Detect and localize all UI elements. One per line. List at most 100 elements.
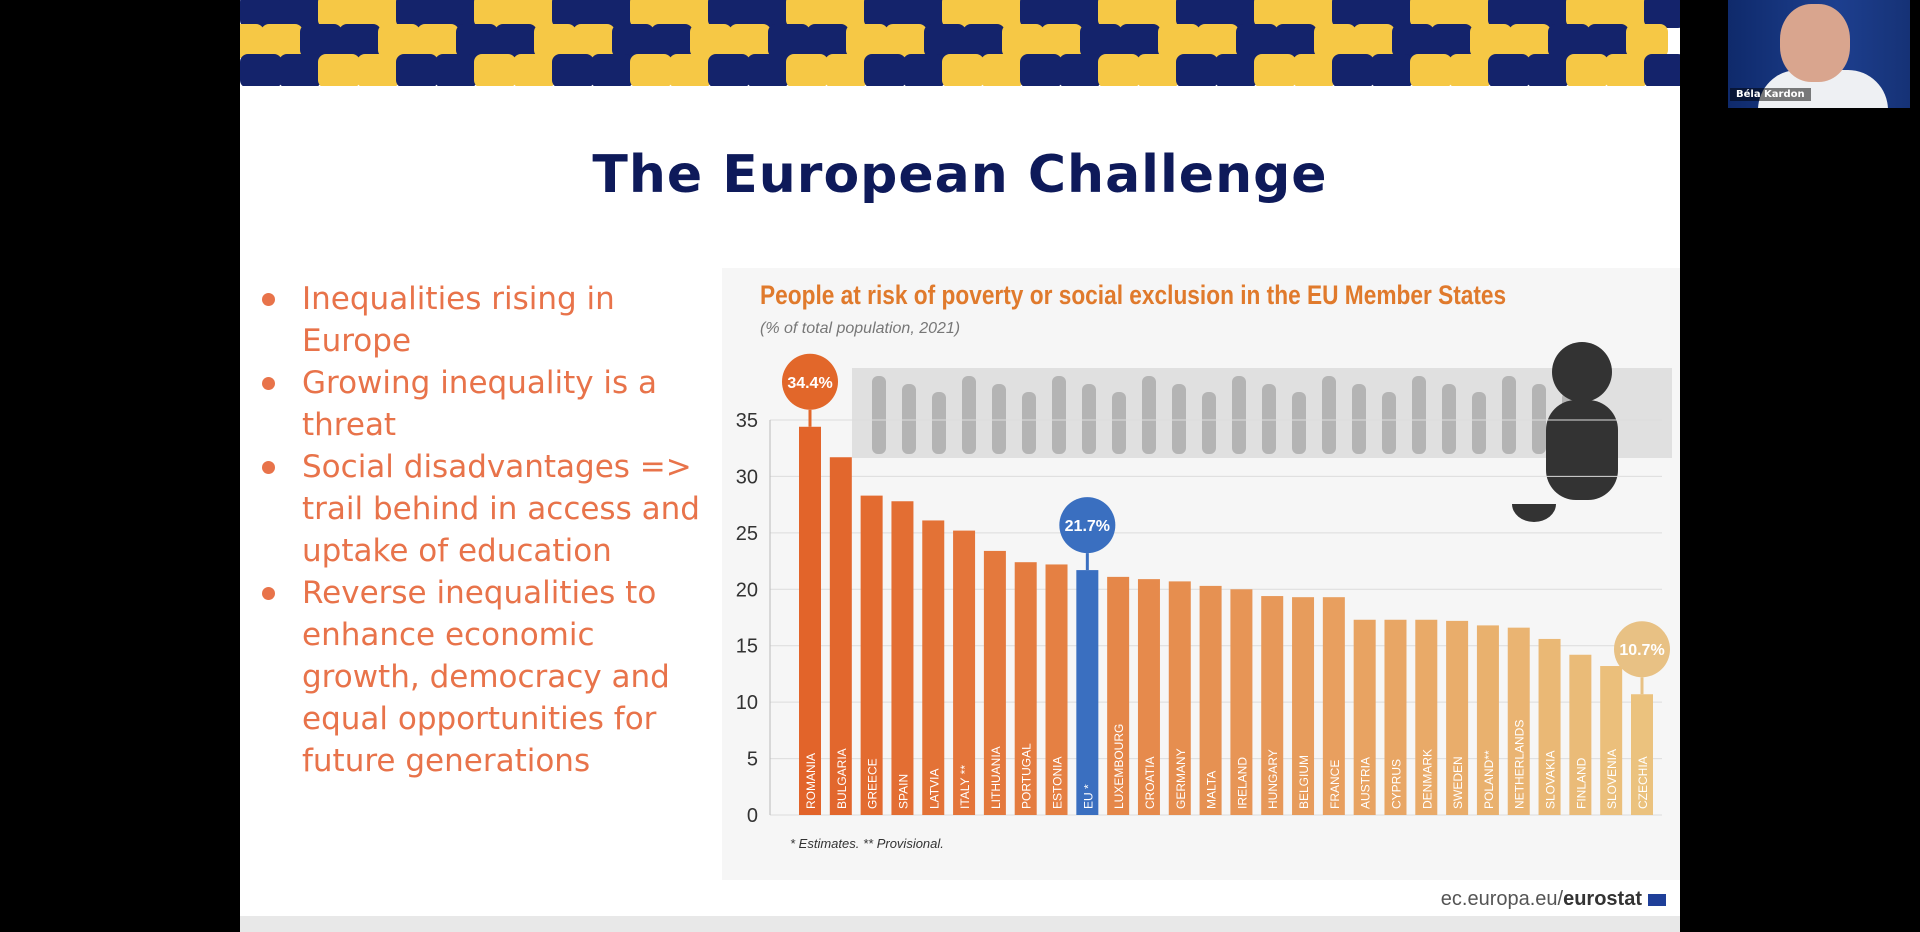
person-silhouette-icon [1412,376,1426,454]
puzzle-piece [591,54,633,86]
y-tick-label: 15 [736,636,758,658]
bar [1137,579,1160,815]
puzzle-piece [1605,54,1647,86]
bar [1014,562,1037,815]
callout-bubble [782,353,838,410]
puzzle-piece [1371,54,1413,86]
puzzle-piece [1176,0,1218,28]
puzzle-piece [786,54,828,86]
bar [829,457,852,815]
puzzle-piece [1215,0,1257,28]
puzzle-piece [963,24,1005,58]
person-silhouette-icon [1052,376,1066,454]
puzzle-piece [1587,24,1629,58]
chart-footnote: * Estimates. ** Provisional. [790,836,944,851]
puzzle-piece [1059,0,1101,28]
bar [860,495,883,815]
bar [1384,619,1407,815]
puzzle-piece [357,0,399,28]
callout-bubble [1059,497,1116,554]
puzzle-piece [279,54,321,86]
puzzle-piece [474,54,516,86]
y-tick-label: 25 [736,523,758,545]
puzzle-piece [1098,0,1140,28]
puzzle-piece [630,54,672,86]
x-tick-label: SLOVENIA [1605,749,1619,809]
puzzle-piece [1059,54,1101,86]
puzzle-piece [903,0,945,28]
x-tick-label: FINLAND [1574,757,1588,809]
puzzle-piece [1137,54,1179,86]
puzzle-piece [1236,24,1278,58]
person-silhouette-icon [1262,384,1276,454]
person-silhouette-icon [1532,384,1546,454]
puzzle-piece [825,0,867,28]
puzzle-piece [1410,0,1452,28]
puzzle-piece [708,0,750,28]
x-tick-label: CYPRUS [1389,759,1403,809]
puzzle-piece [396,54,438,86]
puzzle-piece [573,24,615,58]
x-tick-label: ITALY ** [958,765,972,809]
x-tick-label: DENMARK [1420,749,1434,809]
puzzle-piece [1293,54,1335,86]
x-tick-label: FRANCE [1328,760,1342,809]
puzzle-piece [630,0,672,28]
x-tick-label: GREECE [866,758,880,809]
puzzle-piece [747,0,789,28]
bullet-item: Reverse inequalities to enhance economic… [260,572,710,782]
puzzle-piece [495,24,537,58]
bar [953,530,976,815]
puzzle-piece [1137,0,1179,28]
participant-face [1780,4,1850,82]
puzzle-piece [357,54,399,86]
person-silhouette-icon [1022,392,1036,454]
person-silhouette-icon [872,376,886,454]
puzzle-piece [474,0,516,28]
callout-bubble [1614,621,1670,678]
puzzle-piece [1080,24,1122,58]
puzzle-piece [1566,0,1608,28]
puzzle-piece [669,54,711,86]
puzzle-piece [261,24,303,58]
puzzle-piece [1020,54,1062,86]
puzzle-piece [1605,0,1647,28]
puzzle-piece [1314,24,1356,58]
puzzle-piece [1548,24,1590,58]
x-tick-label: SWEDEN [1451,756,1465,809]
bar [799,426,821,815]
x-tick-label: AUSTRIA [1359,757,1373,809]
puzzle-piece [1041,24,1083,58]
person-silhouette-icon [1502,376,1516,454]
bar [1353,619,1376,815]
data-label: 34.4% [787,375,832,392]
x-tick-label: POLAND** [1482,750,1496,809]
x-tick-label: EU * [1081,784,1095,809]
sad-person-icon [1552,342,1612,402]
puzzle-piece [1566,54,1608,86]
puzzle-piece [318,54,360,86]
puzzle-piece [864,0,906,28]
x-tick-label: SLOVAKIA [1544,751,1558,809]
puzzle-piece [240,0,282,28]
puzzle-piece [924,24,966,58]
person-silhouette-icon [1442,384,1456,454]
bar [1476,625,1499,815]
puzzle-piece [768,24,810,58]
puzzle-piece [1449,54,1491,86]
bowl-icon [1512,504,1556,522]
puzzle-piece [1527,54,1569,86]
puzzle-piece [825,54,867,86]
puzzle-piece [1275,24,1317,58]
bullet-item: Growing inequality is a threat [260,362,710,446]
x-tick-label: BELGIUM [1297,755,1311,809]
x-tick-label: MALTA [1205,771,1219,809]
x-tick-label: HUNGARY [1266,749,1280,809]
source-credit: ec.europa.eu/eurostat [1441,888,1666,911]
bullet-item: Inequalities rising in Europe [260,278,710,362]
bar [1107,576,1130,815]
puzzle-piece [1119,24,1161,58]
webcam-tile[interactable]: Béla Kardon [1728,0,1910,108]
puzzle-piece [1197,24,1239,58]
puzzle-piece [318,0,360,28]
